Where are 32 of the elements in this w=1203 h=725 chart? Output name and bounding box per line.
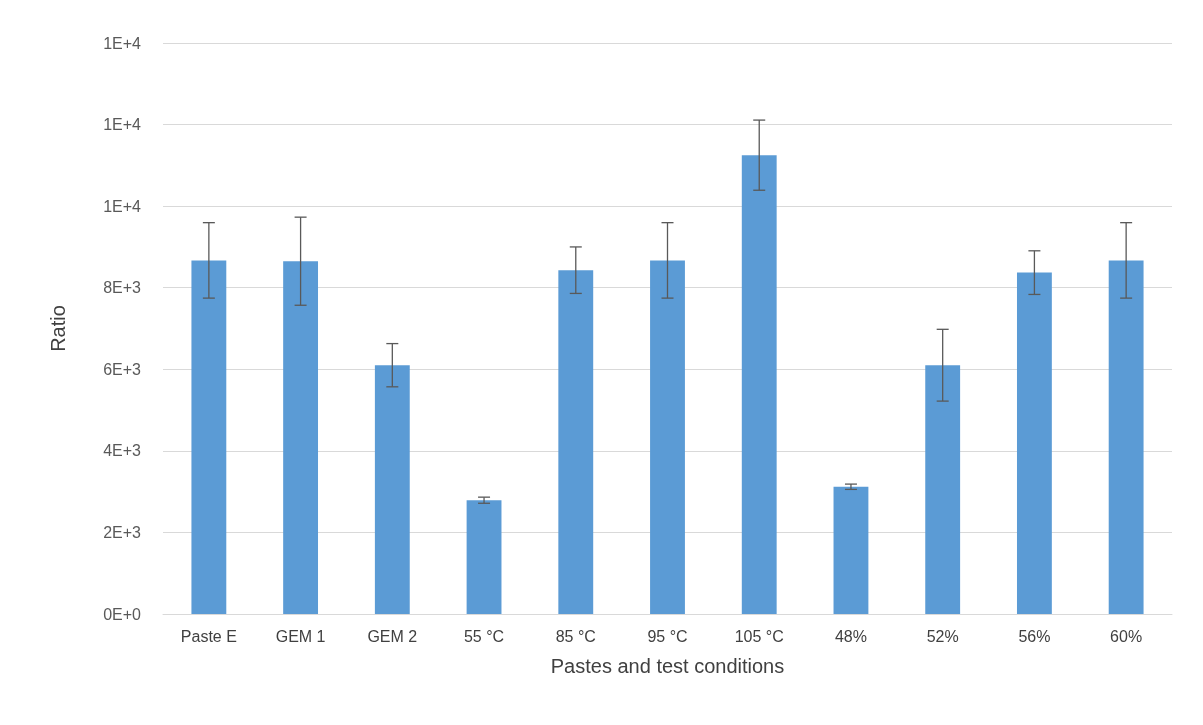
bar: [650, 260, 685, 614]
x-tick-label: GEM 2: [367, 627, 418, 645]
bar: [741, 155, 777, 614]
x-tick-label: 55 °C: [463, 627, 505, 645]
y-tick-label: 1E+4: [103, 197, 142, 215]
x-axis-title: Pastes and test conditions: [550, 655, 785, 677]
bar: [833, 486, 869, 614]
x-tick-label: 105 °C: [734, 627, 784, 645]
x-tick-label: 85 °C: [555, 627, 596, 645]
x-tick-label: GEM 1: [275, 627, 326, 645]
bar: [558, 270, 594, 614]
y-tick-label: 6E+3: [103, 360, 142, 378]
bar: [1016, 272, 1052, 614]
y-tick-label: 0E+0: [103, 605, 142, 623]
bar: [1108, 260, 1144, 614]
bar: [925, 365, 961, 614]
x-tick-label: 60%: [1110, 627, 1143, 645]
y-tick-label: 8E+3: [103, 279, 142, 297]
bar: [191, 260, 227, 614]
y-tick-label: 2E+3: [103, 523, 142, 541]
x-tick-label: Paste E: [180, 627, 237, 645]
y-tick-label: 4E+3: [103, 442, 142, 460]
y-tick-label: 1E+4: [103, 116, 142, 134]
x-tick-label: 52%: [926, 627, 959, 645]
y-axis-title: Ratio: [47, 305, 69, 352]
bar: [374, 365, 410, 614]
bar: [283, 261, 319, 614]
x-tick-label: 48%: [834, 627, 867, 645]
x-tick-label: 56%: [1018, 627, 1051, 645]
x-tick-label: 95 °C: [647, 627, 688, 645]
bar: [466, 500, 502, 614]
y-tick-label: 1E+4: [103, 34, 142, 52]
